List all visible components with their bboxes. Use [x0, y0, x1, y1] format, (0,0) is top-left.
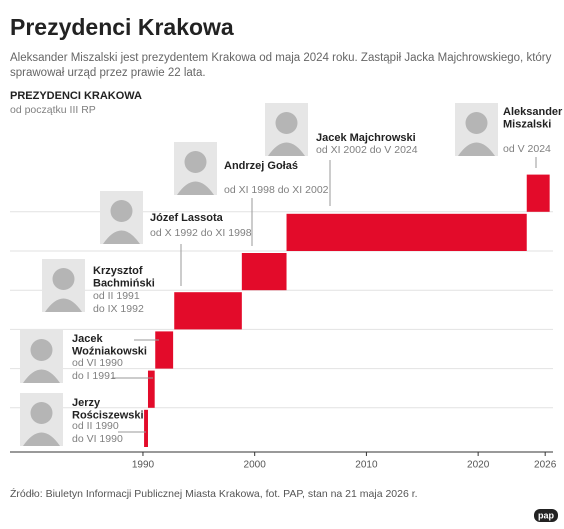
term: od VI 1990 — [72, 357, 123, 369]
president-name: Andrzej Gołaś — [224, 160, 298, 172]
photo-head — [275, 112, 298, 134]
term: od II 1990 — [72, 420, 119, 432]
photo-body — [268, 142, 305, 156]
bar — [155, 331, 174, 369]
president-name: Woźniakowski — [72, 345, 147, 357]
president-name: Jacek — [72, 333, 103, 345]
photo-head — [110, 200, 133, 222]
photo-head — [465, 112, 488, 134]
term: do I 1991 — [72, 370, 116, 382]
photo-head — [30, 402, 53, 424]
title: Prezydenci Krakowa — [10, 14, 234, 40]
photo-body — [23, 369, 60, 383]
chart-title: PREZYDENCI KRAKOWA — [10, 90, 142, 102]
term: do VI 1990 — [72, 433, 123, 445]
photo-head — [52, 268, 75, 290]
photo-body — [103, 230, 140, 244]
photo-body — [23, 432, 60, 446]
photo-head — [30, 339, 53, 361]
bar — [241, 253, 287, 291]
photo-body — [458, 142, 495, 156]
x-tick-label: 2010 — [355, 460, 378, 471]
term: od XI 2002 do V 2024 — [316, 144, 418, 156]
president-name: Krzysztof — [93, 265, 143, 277]
x-tick-label: 2026 — [534, 460, 557, 471]
president-name: Rościszewski — [72, 409, 144, 421]
photo-body — [177, 181, 214, 195]
x-tick-label: 2020 — [467, 460, 490, 471]
term: od V 2024 — [503, 143, 551, 155]
logo-bg — [534, 509, 558, 522]
bar — [174, 292, 242, 330]
bar — [286, 213, 527, 251]
bar — [526, 174, 550, 212]
term: do IX 1992 — [93, 303, 144, 315]
president-name: Aleksander — [503, 106, 563, 118]
source: Źródło: Biuletyn Informacji Publicznej M… — [10, 487, 418, 500]
president-name: Józef Lassota — [150, 212, 224, 224]
president-name: Bachmiński — [93, 277, 155, 289]
president-name: Miszalski — [503, 118, 551, 130]
term: od XI 1998 do XI 2002 — [224, 184, 329, 196]
term: od X 1992 do XI 1998 — [150, 227, 252, 239]
bar — [144, 409, 148, 447]
president-name: Jerzy — [72, 397, 101, 409]
subtitle: Aleksander Miszalski jest prezydentem Kr… — [10, 52, 552, 64]
photo-head — [184, 151, 207, 173]
chart-subtitle: od początku III RP — [10, 104, 96, 116]
term: od II 1991 — [93, 290, 140, 302]
subtitle: sprawował urząd przez prawie 22 lata. — [10, 67, 206, 79]
bar — [147, 370, 155, 408]
x-tick-label: 2000 — [244, 460, 267, 471]
x-tick-label: 1990 — [132, 460, 155, 471]
photo-body — [45, 298, 82, 312]
president-name: Jacek Majchrowski — [316, 132, 416, 144]
logo: pap — [538, 510, 555, 520]
